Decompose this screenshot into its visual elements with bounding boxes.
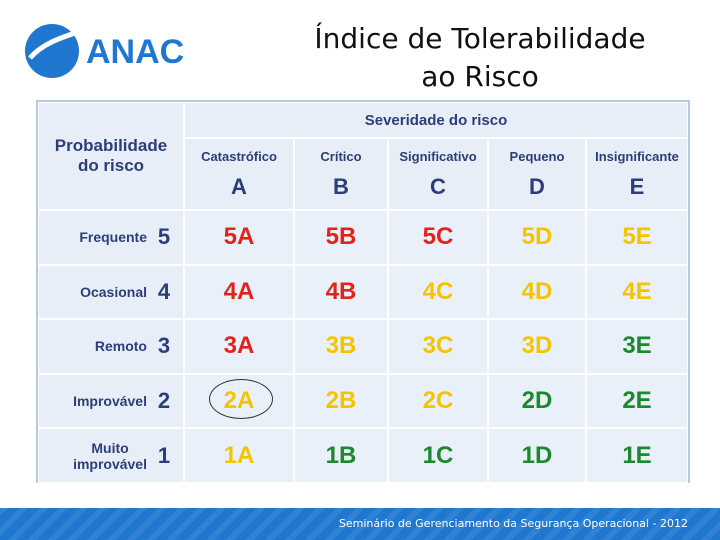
severity-column-header: Insignificante E (586, 138, 688, 210)
risk-matrix: Probabilidade do risco Severidade do ris… (36, 100, 690, 483)
risk-cell: 5A (184, 210, 294, 265)
severity-column-label: Crítico (320, 148, 362, 164)
severity-column-label: Significativo (399, 148, 477, 164)
risk-cell: 5D (488, 210, 586, 265)
highlight-circle (209, 379, 273, 419)
risk-cell: 5C (388, 210, 488, 265)
probability-level-number: 5 (157, 224, 171, 250)
title-line-1: Índice de Tolerabilidade (314, 22, 646, 55)
probability-level-number: 3 (157, 333, 171, 359)
risk-cell: 4E (586, 264, 688, 320)
risk-cell: 2E (586, 373, 688, 429)
risk-cell: 2D (488, 373, 586, 429)
probability-level-number: 1 (157, 442, 171, 468)
severity-header: Severidade do risco (184, 102, 688, 138)
risk-cell: 3D (488, 319, 586, 374)
risk-cell: 3A (184, 319, 294, 374)
probability-level-number: 4 (157, 278, 171, 304)
probability-label-text: Muito improvável (73, 440, 147, 472)
probability-label-line-1: Muito (91, 439, 129, 456)
risk-cell: 2C (388, 373, 488, 429)
risk-cell: 5B (294, 210, 388, 265)
anac-logo: ANAC (22, 18, 202, 88)
severity-column-header: Crítico B (294, 138, 388, 210)
risk-cell: 3E (586, 319, 688, 374)
probability-row-label: Muito improvável 1 (38, 428, 184, 483)
risk-cell: 1D (488, 428, 586, 483)
risk-cell: 1B (294, 428, 388, 483)
probability-row-label: Frequente 5 (38, 210, 184, 265)
probability-label-line-1: Improvável (73, 393, 147, 410)
footer-text: Seminário de Gerenciamento da Segurança … (338, 517, 688, 530)
probability-row-label: Ocasional 4 (38, 264, 184, 320)
risk-cell: 3B (294, 319, 388, 374)
severity-column-letter: B (333, 173, 349, 199)
probability-label-line-2: improvável (73, 455, 147, 472)
risk-cell: 4D (488, 264, 586, 320)
severity-column-label: Insignificante (595, 148, 679, 164)
risk-cell: 2B (294, 373, 388, 429)
severity-column-label: Catastrófico (201, 148, 277, 164)
severity-column-header: Catastrófico A (184, 138, 294, 210)
probability-header-line-2: do risco (77, 156, 145, 175)
risk-cell: 1C (388, 428, 488, 483)
severity-column-label: Pequeno (509, 148, 565, 164)
risk-cell: 4A (184, 264, 294, 320)
probability-header-line-1: Probabilidade (54, 136, 168, 155)
probability-level-number: 2 (157, 388, 171, 414)
logo-text: ANAC (86, 33, 184, 71)
probability-row-label: Remoto 3 (38, 319, 184, 374)
severity-column-letter: D (529, 173, 545, 199)
probability-label-text: Remoto (95, 338, 147, 354)
risk-cell: 3C (388, 319, 488, 374)
risk-cell: 4B (294, 264, 388, 320)
severity-column-header: Significativo C (388, 138, 488, 210)
risk-cell: 5E (586, 210, 688, 265)
severity-column-header: Pequeno D (488, 138, 586, 210)
footer-bar: Seminário de Gerenciamento da Segurança … (0, 508, 720, 540)
probability-label-line-1: Frequente (79, 229, 147, 246)
severity-column-letter: E (629, 173, 645, 199)
risk-cell: 4C (388, 264, 488, 320)
probability-label-line-1: Remoto (94, 338, 147, 355)
risk-cell: 1A (184, 428, 294, 483)
title-line-2: ao Risco (421, 60, 539, 93)
probability-header: Probabilidade do risco (38, 102, 184, 210)
severity-column-letter: A (231, 173, 247, 199)
risk-cell: 1E (586, 428, 688, 483)
probability-label-text: Ocasional (80, 284, 147, 300)
severity-column-letter: C (430, 173, 446, 199)
page-title: Índice de Tolerabilidade ao Risco (270, 20, 690, 96)
probability-row-label: Improvável 2 (38, 373, 184, 429)
probability-label-text: Frequente (79, 229, 147, 245)
probability-label-text: Improvável (73, 393, 147, 409)
anac-logo-icon: ANAC (25, 24, 184, 78)
probability-label-line-1: Ocasional (80, 283, 147, 300)
